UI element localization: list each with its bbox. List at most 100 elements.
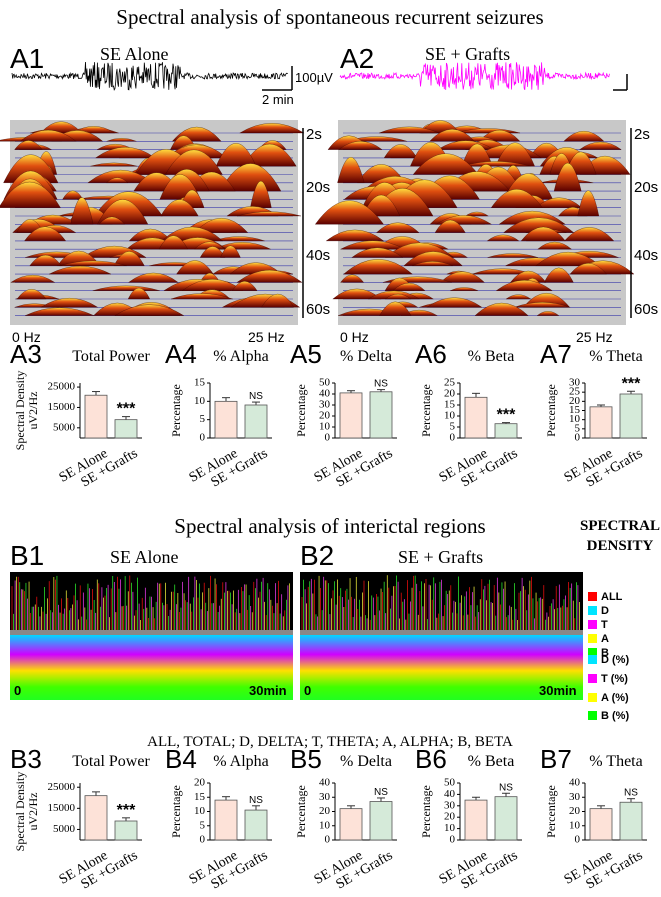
spectrogram-peak xyxy=(503,217,575,233)
panel-label: B4 xyxy=(165,744,197,774)
spectrogram-peak xyxy=(505,294,532,300)
spectrogram-peak xyxy=(176,260,214,275)
legend-swatch xyxy=(588,606,597,615)
bar xyxy=(619,801,643,841)
chart-title: % Theta xyxy=(589,348,642,365)
spectrogram-peak xyxy=(351,247,404,258)
bar xyxy=(494,423,518,439)
bar xyxy=(464,396,488,439)
spectrogram-peak xyxy=(490,189,543,208)
time-label: 2s xyxy=(306,126,322,143)
y-tick-label: 15000 xyxy=(48,401,76,413)
spectrogram-peak xyxy=(106,138,137,142)
y-tick-label: 30 xyxy=(569,791,581,803)
significance: *** xyxy=(497,407,516,424)
panel-label: B7 xyxy=(540,744,572,774)
spectrogram-peak xyxy=(434,219,466,233)
spectrogram-peak xyxy=(440,271,485,283)
y-tick-label: 40 xyxy=(319,777,331,789)
spectrogram-peak xyxy=(474,303,529,316)
y-axis-label: Percentage xyxy=(294,384,308,437)
y-tick-label: 10 xyxy=(319,819,331,831)
spectrogram-peak xyxy=(450,287,479,291)
y-tick-label: 0 xyxy=(200,432,206,444)
legend-label: T xyxy=(601,619,608,631)
legend-swatch xyxy=(588,648,597,657)
legend-title: SPECTRAL xyxy=(580,518,660,534)
spectrogram-peak xyxy=(379,301,412,316)
panel-label: B5 xyxy=(290,744,322,774)
significance: NS xyxy=(624,788,638,799)
y-axis-label: Percentage xyxy=(169,384,183,437)
eeg-trace xyxy=(339,62,610,91)
freq-label: 25 Hz xyxy=(576,329,613,345)
bar xyxy=(589,808,613,841)
y-tick-label: 15 xyxy=(194,791,206,803)
y-axis-label: Percentage xyxy=(294,785,308,838)
legend-swatch xyxy=(588,634,597,643)
chart-title: Total Power xyxy=(72,753,150,770)
freq-label: 0 Hz xyxy=(340,329,369,345)
spectrogram-peak xyxy=(113,251,145,266)
bar xyxy=(619,393,643,439)
time-label: 40s xyxy=(634,247,658,264)
panel-caption: SE + Grafts xyxy=(398,547,483,567)
y-tick-label: 20 xyxy=(194,777,206,789)
y-tick-label: 5 xyxy=(575,422,581,434)
time-label: 0 xyxy=(304,683,311,698)
chart-title: % Alpha xyxy=(213,348,269,365)
bar xyxy=(369,801,393,841)
y-tick-label: 10 xyxy=(194,805,206,817)
y-tick-label: 30 xyxy=(444,799,456,811)
y-tick-label: 5 xyxy=(200,819,206,831)
spectrogram-peak xyxy=(495,280,553,291)
legend-swatch xyxy=(588,592,597,601)
panel-label: A2 xyxy=(340,43,374,74)
spectrogram-peak xyxy=(340,274,364,283)
spectrogram-peak xyxy=(10,275,56,283)
y-tick-label: 0 xyxy=(575,432,581,444)
legend-swatch xyxy=(588,655,597,664)
y-tick-label: 30 xyxy=(569,377,581,389)
spectrogram-peak xyxy=(128,272,179,283)
spectrogram-peak xyxy=(0,182,61,208)
panel-label: A7 xyxy=(540,339,572,369)
spectrogram-peak xyxy=(343,259,413,275)
y-axis-label: Percentage xyxy=(544,384,558,437)
y-tick-label: 40 xyxy=(444,788,456,800)
y-axis-label: Percentage xyxy=(419,785,433,838)
panel-label: B1 xyxy=(10,540,44,571)
panel-label: A5 xyxy=(290,339,322,369)
spectrogram-peak xyxy=(543,267,574,283)
significance: NS xyxy=(249,391,263,402)
legend-label: B (%) xyxy=(601,710,629,722)
bar xyxy=(244,404,268,439)
bar xyxy=(114,419,138,439)
y-tick-label: 10 xyxy=(569,819,581,831)
spectrogram-peak xyxy=(564,227,615,242)
panel-label: A3 xyxy=(10,339,42,369)
significance: *** xyxy=(117,802,136,819)
density-gap xyxy=(300,630,583,635)
scale-label: 2 min xyxy=(262,92,294,107)
spectrogram-peak xyxy=(464,211,489,217)
spectrogram-peak xyxy=(577,190,600,217)
chart-title: Total Power xyxy=(72,348,150,365)
chart-title: % Beta xyxy=(468,348,515,365)
spectrogram-peak xyxy=(90,162,138,167)
time-label: 60s xyxy=(306,301,330,318)
y-tick-label: 20 xyxy=(569,805,581,817)
spectrogram-peak xyxy=(337,157,365,183)
legend-label: A xyxy=(601,633,609,645)
legend-title: DENSITY xyxy=(587,538,654,554)
spectrogram-peak xyxy=(16,289,47,300)
legend-label: D (%) xyxy=(601,654,629,666)
legend-swatch xyxy=(588,711,597,720)
y-tick-label: 5 xyxy=(450,421,456,433)
panel-caption: SE Alone xyxy=(110,547,179,567)
spectrogram-peak xyxy=(114,304,185,316)
bar xyxy=(369,391,393,439)
spectrogram-peak xyxy=(261,293,295,308)
legend-swatch xyxy=(588,674,597,683)
